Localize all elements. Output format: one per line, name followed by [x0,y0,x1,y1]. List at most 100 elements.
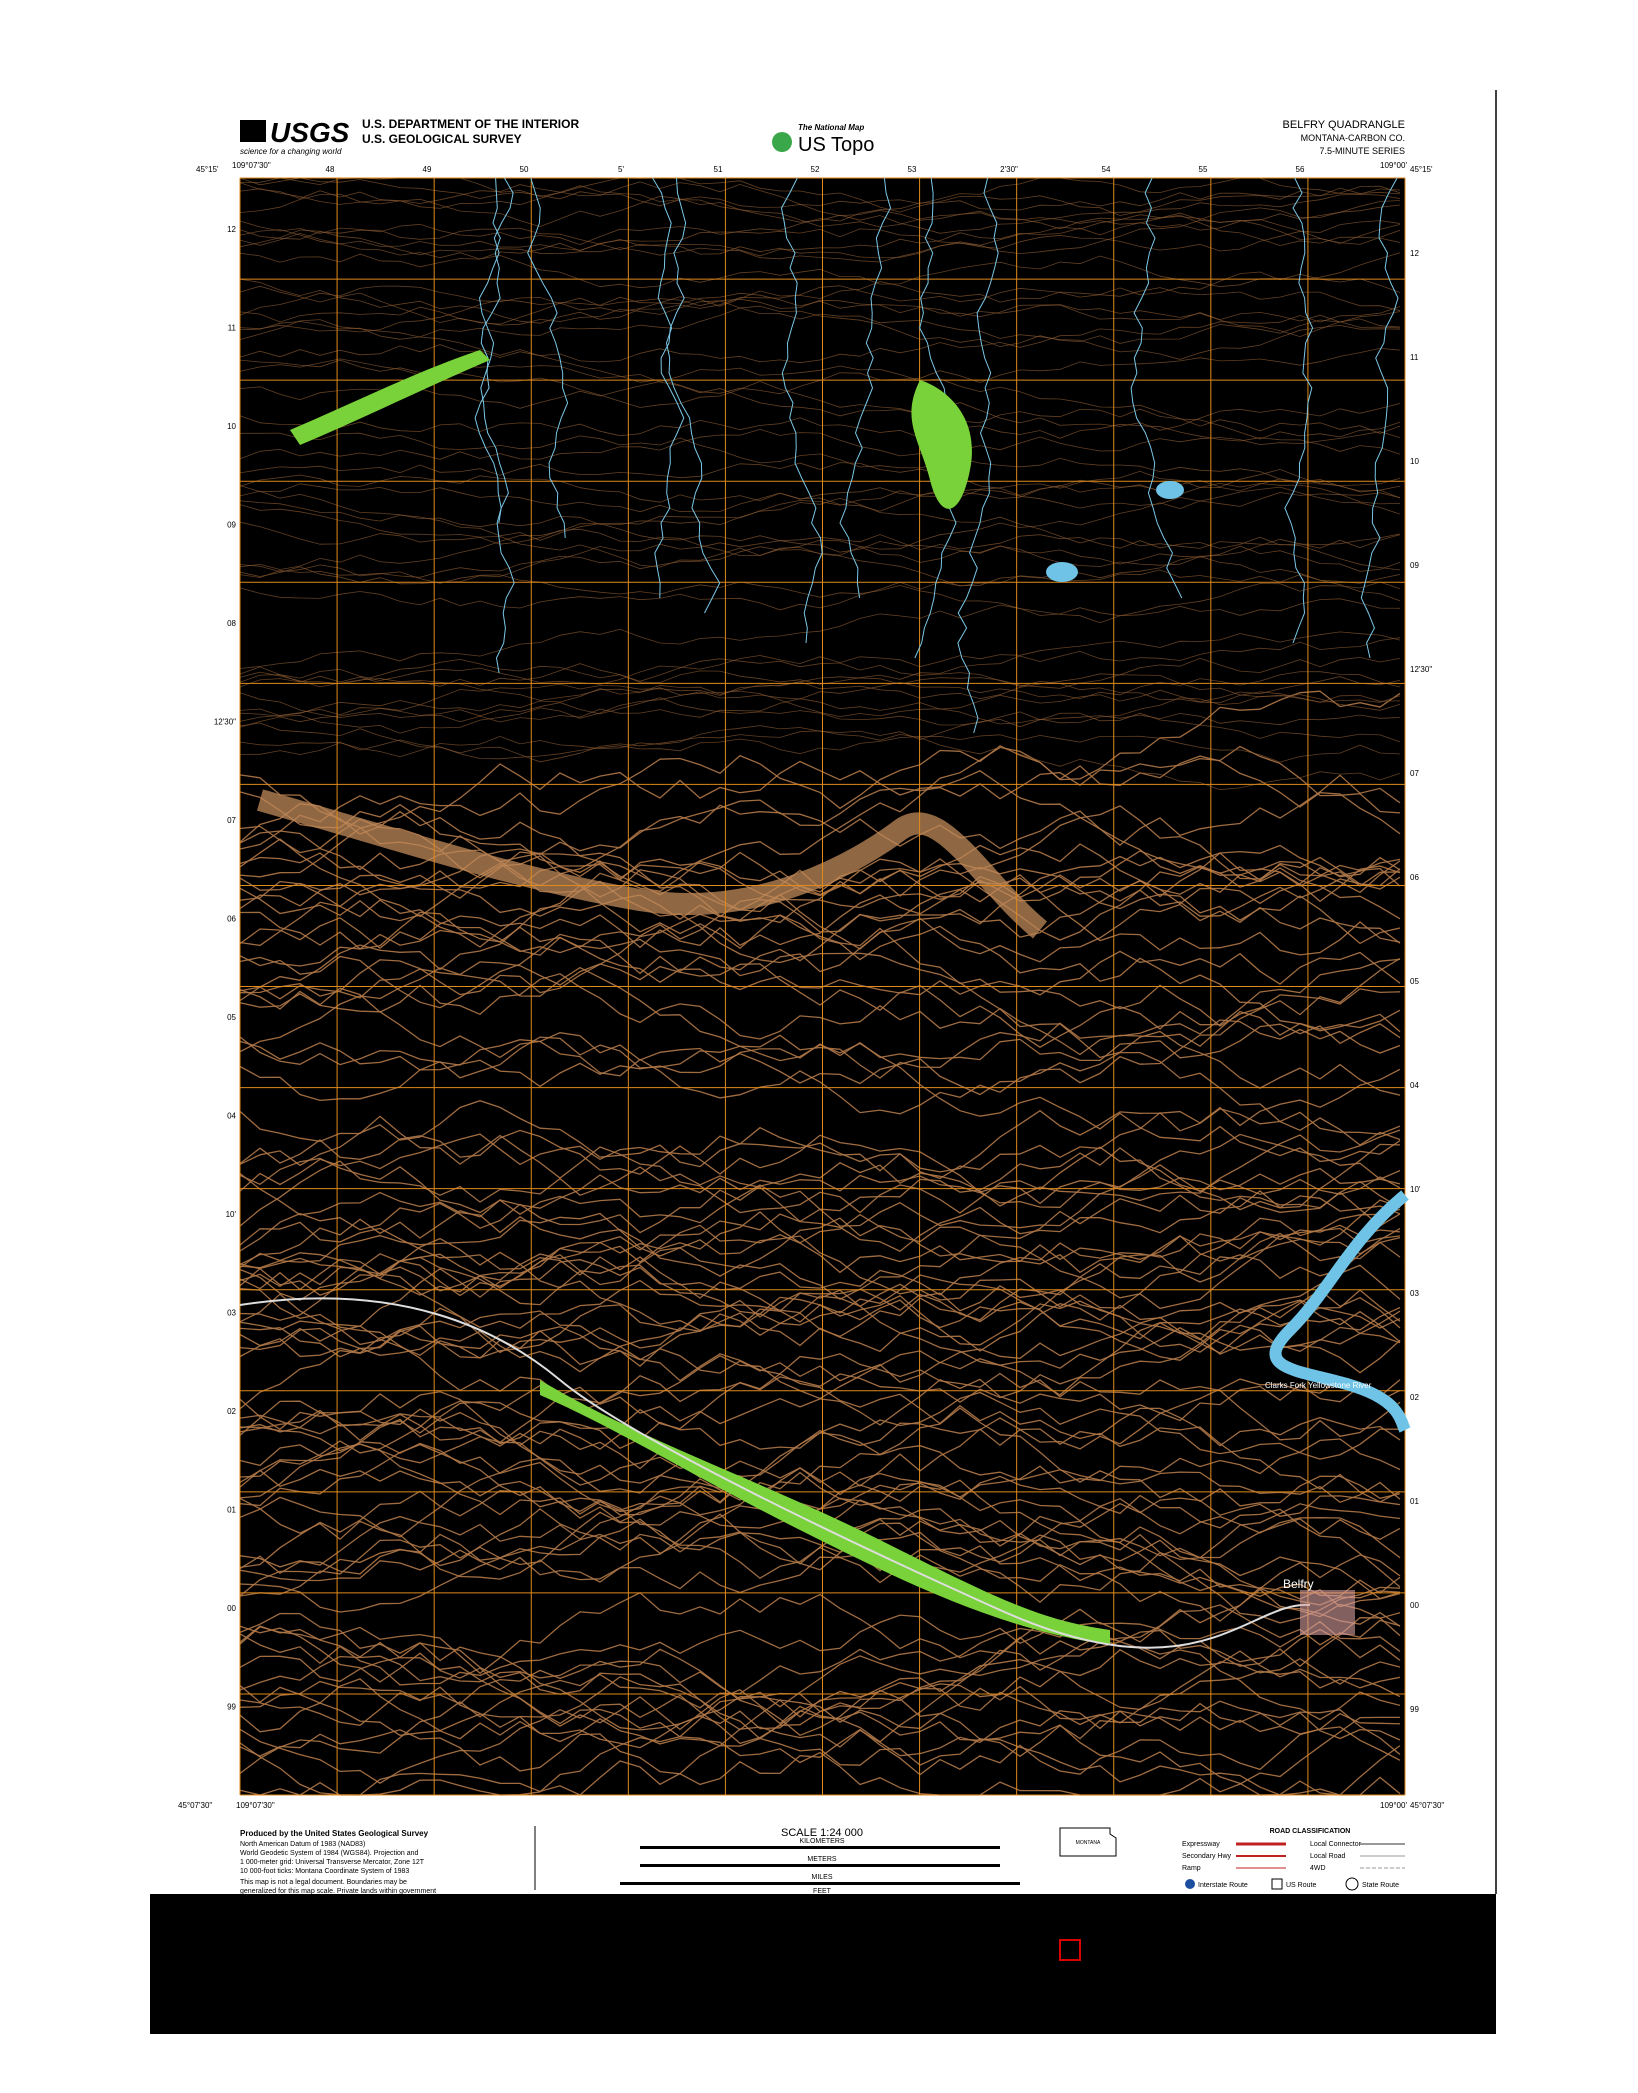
contour [239,950,1401,1053]
contour [239,1497,1401,1606]
contour [239,958,1401,1096]
scale-unit: MILES [811,1874,832,1881]
contour [239,306,1401,364]
corner-label: 45°15' [196,165,219,174]
corner-label: 45°07'30" [178,1801,212,1810]
coord-label: 00 [1410,1601,1419,1610]
stream [652,177,721,614]
contour [239,1642,1401,1796]
contour [239,1110,1401,1214]
coord-label: 11 [1410,353,1419,362]
road-title: ROAD CLASSIFICATION [1270,1828,1351,1835]
place-label: Clarks Fork Yellowstone River [1265,1381,1372,1390]
contour [239,1658,1401,1749]
contour [239,177,1401,213]
coord-label: 08 [227,619,236,628]
contour [239,1172,1401,1321]
contour [239,177,1401,230]
contour [239,1391,1401,1498]
stream [474,177,515,674]
contour [239,1288,1401,1426]
contour [239,474,1401,515]
coord-label: 12'30" [1410,665,1432,674]
quad-state: MONTANA-CARBON CO. [1301,133,1405,143]
contour [239,899,1401,1027]
contour [239,873,1401,950]
contour [239,1726,1401,1786]
coord-label: 12'30" [214,718,236,727]
contour [239,415,1401,455]
datum: North American Datum of 1983 (NAD83) [240,1841,365,1848]
scale-unit: KILOMETERS [799,1838,844,1845]
contour [239,1586,1401,1796]
contour [239,1592,1401,1675]
stream [478,177,514,524]
vegetation [540,1380,1110,1645]
contour [239,880,1401,1096]
contour [239,220,1401,268]
contour [239,492,1401,557]
contour [239,581,1401,669]
contour [239,490,1401,571]
contour [239,1518,1401,1600]
contour [239,428,1401,460]
contour [239,214,1401,259]
coord-label: 99 [1410,1705,1419,1714]
corner-labels: 45°15' 109°07'30" 109°00' 45°15' 45°07'3… [178,161,1444,1810]
contour [239,1224,1401,1297]
coord-label: 04 [227,1112,236,1121]
coord-label: 07 [227,816,236,825]
quad-title: BELFRY QUADRANGLE [1283,119,1405,131]
coord-label: 10 [227,422,236,431]
contour [239,1353,1401,1445]
contour [239,843,1401,924]
coord-label: 09 [1410,561,1419,570]
producer: Produced by the United States Geological… [240,1829,429,1838]
contour [239,1191,1401,1292]
contour [239,973,1401,1056]
coord-label: 56 [1296,165,1305,174]
coord-label: 07 [1410,769,1419,778]
agency: U.S. DEPARTMENT OF THE INTERIOR [362,117,579,131]
coord-label: 12 [227,225,236,234]
contour [239,278,1401,324]
contour [239,1199,1401,1331]
contour [240,432,1401,499]
contour [239,1628,1401,1743]
agency: U.S. GEOLOGICAL SURVEY [362,132,522,146]
contour [239,1702,1400,1796]
coord-label: 05 [1410,977,1419,986]
contour [239,200,1401,263]
contour [239,1212,1401,1269]
contour [239,545,1401,578]
contour [239,462,1401,496]
contour [239,292,1401,338]
stream [527,177,569,539]
map: Belfry Clarks Fork Yellowstone River [239,177,1411,1796]
national-map-icon [772,132,792,152]
footer: Produced by the United States Geological… [240,1826,1405,1895]
coord-label: 10' [226,1210,237,1219]
contour [239,500,1401,584]
corner-label: 45°07'30" [1410,1801,1444,1810]
usgs-mark [240,120,266,142]
vegetation [911,380,972,509]
contour [239,658,1401,704]
coord-label: 00 [227,1604,236,1613]
stream [654,177,687,599]
contour [239,1549,1401,1624]
contour [239,656,1401,701]
contour [239,1258,1401,1374]
contour [239,760,1401,920]
shield [1271,1878,1283,1890]
contour [239,1036,1401,1163]
contour [239,232,1401,289]
corner-label: 109°00' [1380,161,1407,170]
contour [239,185,1401,246]
contour [239,271,1401,325]
contour [239,637,1401,685]
scale-bar [640,1864,1000,1867]
corner-label: 109°07'30" [236,1801,275,1810]
contour [239,712,1401,758]
